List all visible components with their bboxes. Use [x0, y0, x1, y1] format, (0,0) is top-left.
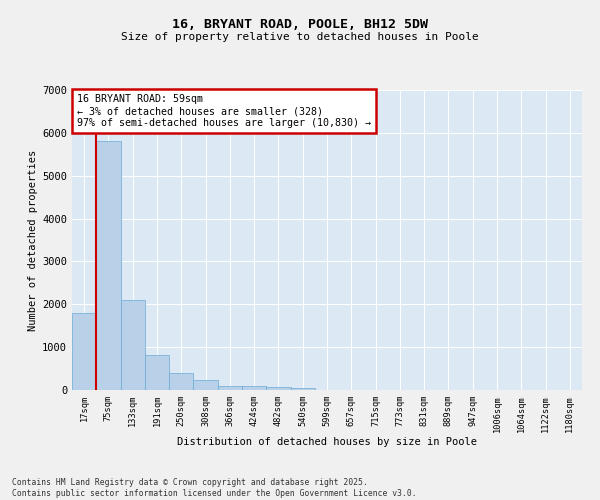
Text: Size of property relative to detached houses in Poole: Size of property relative to detached ho…	[121, 32, 479, 42]
Text: 16 BRYANT ROAD: 59sqm
← 3% of detached houses are smaller (328)
97% of semi-deta: 16 BRYANT ROAD: 59sqm ← 3% of detached h…	[77, 94, 371, 128]
Bar	[96, 140, 121, 390]
Text: Contains HM Land Registry data © Crown copyright and database right 2025.
Contai: Contains HM Land Registry data © Crown c…	[12, 478, 416, 498]
Bar	[266, 387, 290, 390]
Bar	[290, 388, 315, 390]
Bar	[193, 380, 218, 390]
Bar	[218, 386, 242, 390]
Bar	[169, 374, 193, 390]
Bar	[242, 386, 266, 390]
Bar	[145, 355, 169, 390]
Text: 16, BRYANT ROAD, POOLE, BH12 5DW: 16, BRYANT ROAD, POOLE, BH12 5DW	[172, 18, 428, 30]
Bar	[121, 300, 145, 390]
X-axis label: Distribution of detached houses by size in Poole: Distribution of detached houses by size …	[177, 437, 477, 447]
Bar	[72, 313, 96, 390]
Y-axis label: Number of detached properties: Number of detached properties	[28, 150, 38, 330]
